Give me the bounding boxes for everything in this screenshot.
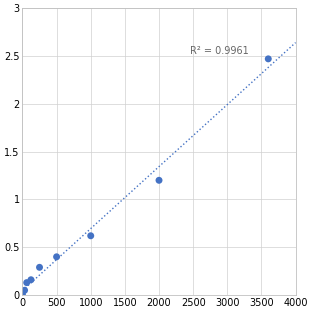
Point	[37, 265, 42, 270]
Point	[22, 288, 27, 293]
Point	[54, 254, 59, 259]
Point	[157, 178, 162, 183]
Text: R² = 0.9961: R² = 0.9961	[190, 46, 248, 56]
Point	[20, 292, 25, 297]
Point	[266, 56, 271, 61]
Point	[88, 233, 93, 238]
Point	[28, 277, 33, 282]
Point	[24, 280, 29, 285]
